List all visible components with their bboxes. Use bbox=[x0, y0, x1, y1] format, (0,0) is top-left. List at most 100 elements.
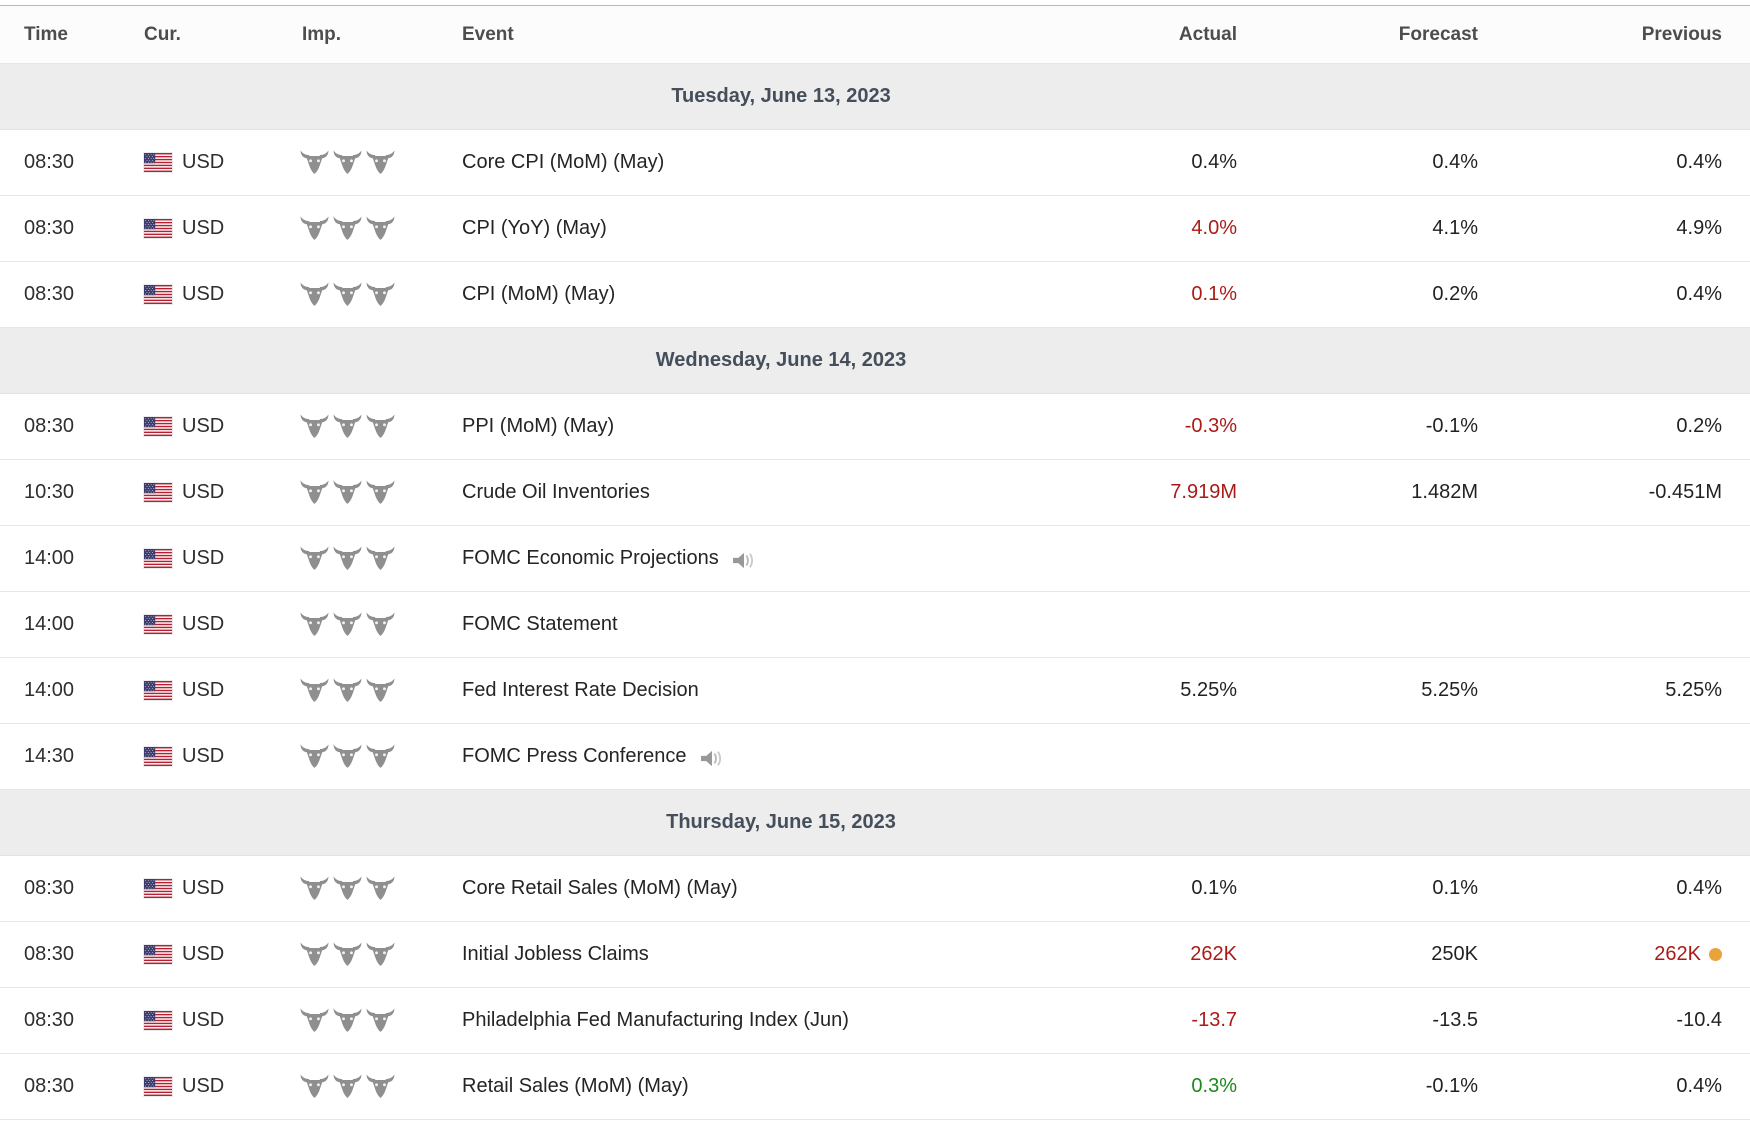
column-header-actual: Actual bbox=[1178, 23, 1237, 45]
event-cell: Philadelphia Fed Manufacturing Index (Ju… bbox=[462, 1009, 977, 1032]
bull-icon bbox=[332, 545, 363, 572]
event-name[interactable]: Core Retail Sales (MoM) (May) bbox=[462, 877, 738, 899]
event-name[interactable]: Initial Jobless Claims bbox=[462, 943, 649, 965]
event-time: 08:30 bbox=[24, 1009, 75, 1031]
event-row[interactable]: 08:30 bbox=[0, 262, 1750, 328]
us-flag-icon bbox=[143, 152, 173, 173]
bull-icon bbox=[332, 1073, 363, 1100]
event-time: 08:30 bbox=[24, 283, 75, 305]
event-name[interactable]: FOMC Statement bbox=[462, 613, 618, 635]
us-flag-icon bbox=[143, 746, 173, 767]
event-row[interactable]: 14:00 bbox=[0, 658, 1750, 724]
bull-icon bbox=[365, 413, 396, 440]
event-currency: USD bbox=[142, 547, 302, 570]
event-name[interactable]: Philadelphia Fed Manufacturing Index (Ju… bbox=[462, 1009, 849, 1031]
importance-indicator bbox=[299, 479, 462, 506]
us-flag-icon bbox=[143, 1076, 173, 1097]
event-row[interactable]: 08:30 bbox=[0, 856, 1750, 922]
previous-value-text: 4.9% bbox=[1676, 217, 1722, 239]
event-time: 14:00 bbox=[24, 613, 75, 635]
importance-indicator bbox=[299, 611, 462, 638]
currency-label: USD bbox=[182, 283, 225, 305]
event-time: 14:00 bbox=[24, 547, 75, 569]
event-row[interactable]: 14:00 bbox=[0, 592, 1750, 658]
event-row[interactable]: 08:30 bbox=[0, 394, 1750, 460]
event-row[interactable]: 14:30 bbox=[0, 724, 1750, 790]
importance-indicator bbox=[299, 215, 462, 242]
bull-icon bbox=[332, 413, 363, 440]
event-cell: Core CPI (MoM) (May) bbox=[462, 151, 977, 174]
event-row[interactable]: 08:30 bbox=[0, 988, 1750, 1054]
speaker-icon bbox=[699, 749, 724, 768]
event-row[interactable]: 08:30 bbox=[0, 922, 1750, 988]
event-name[interactable]: Core CPI (MoM) (May) bbox=[462, 151, 665, 173]
bull-icon bbox=[365, 479, 396, 506]
table-body: Tuesday, June 13, 2023 08:30 bbox=[0, 64, 1750, 1120]
previous-value: 0.2% bbox=[1478, 415, 1750, 438]
us-flag-icon bbox=[143, 944, 173, 965]
event-currency: USD bbox=[142, 415, 302, 438]
event-currency: USD bbox=[142, 151, 302, 174]
date-group-row: Tuesday, June 13, 2023 bbox=[0, 64, 1750, 130]
actual-value: 5.25% bbox=[1180, 679, 1237, 701]
actual-value: 0.4% bbox=[1191, 151, 1237, 173]
forecast-value: 4.1% bbox=[1432, 217, 1478, 239]
actual-value: 0.1% bbox=[1191, 283, 1237, 305]
us-flag-icon bbox=[143, 416, 173, 437]
bull-icon bbox=[299, 941, 330, 968]
previous-value-text: 0.4% bbox=[1676, 151, 1722, 173]
event-name[interactable]: CPI (MoM) (May) bbox=[462, 283, 616, 305]
bull-icon bbox=[365, 677, 396, 704]
event-name[interactable]: Crude Oil Inventories bbox=[462, 481, 650, 503]
event-name[interactable]: FOMC Press Conference bbox=[462, 745, 687, 767]
previous-value-text: 0.4% bbox=[1676, 1075, 1722, 1097]
event-cell: PPI (MoM) (May) bbox=[462, 415, 977, 438]
event-name[interactable]: PPI (MoM) (May) bbox=[462, 415, 615, 437]
event-name[interactable]: CPI (YoY) (May) bbox=[462, 217, 607, 239]
event-time: 14:30 bbox=[24, 745, 75, 767]
speaker-icon bbox=[731, 551, 756, 570]
column-header-event: Event bbox=[462, 23, 514, 45]
bull-icon bbox=[299, 215, 330, 242]
event-row[interactable]: 08:30 bbox=[0, 1054, 1750, 1120]
previous-value: 0.4% bbox=[1478, 1075, 1750, 1098]
bull-icon bbox=[365, 875, 396, 902]
forecast-value: 250K bbox=[1431, 943, 1478, 965]
event-time: 08:30 bbox=[24, 415, 75, 437]
previous-value: 5.25% bbox=[1478, 679, 1750, 702]
previous-value: 0.4% bbox=[1478, 877, 1750, 900]
column-header-currency: Cur. bbox=[144, 23, 181, 45]
previous-value-text: 0.4% bbox=[1676, 283, 1722, 305]
importance-indicator bbox=[299, 875, 462, 902]
event-row[interactable]: 08:30 bbox=[0, 130, 1750, 196]
us-flag-icon bbox=[143, 482, 173, 503]
event-name[interactable]: Retail Sales (MoM) (May) bbox=[462, 1075, 689, 1097]
event-row[interactable]: 14:00 bbox=[0, 526, 1750, 592]
importance-indicator bbox=[299, 413, 462, 440]
event-cell: FOMC Press Conference bbox=[462, 745, 977, 768]
economic-calendar-table: Time Cur. Imp. Event Actual Forecast Pre… bbox=[0, 5, 1750, 1120]
currency-label: USD bbox=[182, 679, 225, 701]
event-currency: USD bbox=[142, 1009, 302, 1032]
event-row[interactable]: 08:30 bbox=[0, 196, 1750, 262]
bull-icon bbox=[299, 413, 330, 440]
event-row[interactable]: 10:30 bbox=[0, 460, 1750, 526]
us-flag-icon bbox=[143, 218, 173, 239]
previous-value: 4.9% bbox=[1478, 217, 1750, 240]
importance-indicator bbox=[299, 545, 462, 572]
bull-icon bbox=[332, 677, 363, 704]
importance-indicator bbox=[299, 281, 462, 308]
bull-icon bbox=[365, 215, 396, 242]
actual-value: -13.7 bbox=[1191, 1009, 1237, 1031]
bull-icon bbox=[332, 479, 363, 506]
currency-label: USD bbox=[182, 151, 225, 173]
column-header-previous: Previous bbox=[1641, 23, 1722, 45]
bull-icon bbox=[365, 281, 396, 308]
event-currency: USD bbox=[142, 481, 302, 504]
event-name[interactable]: Fed Interest Rate Decision bbox=[462, 679, 699, 701]
event-name[interactable]: FOMC Economic Projections bbox=[462, 547, 719, 569]
currency-label: USD bbox=[182, 745, 225, 767]
event-cell: Retail Sales (MoM) (May) bbox=[462, 1075, 977, 1098]
currency-label: USD bbox=[182, 613, 225, 635]
bull-icon bbox=[299, 479, 330, 506]
